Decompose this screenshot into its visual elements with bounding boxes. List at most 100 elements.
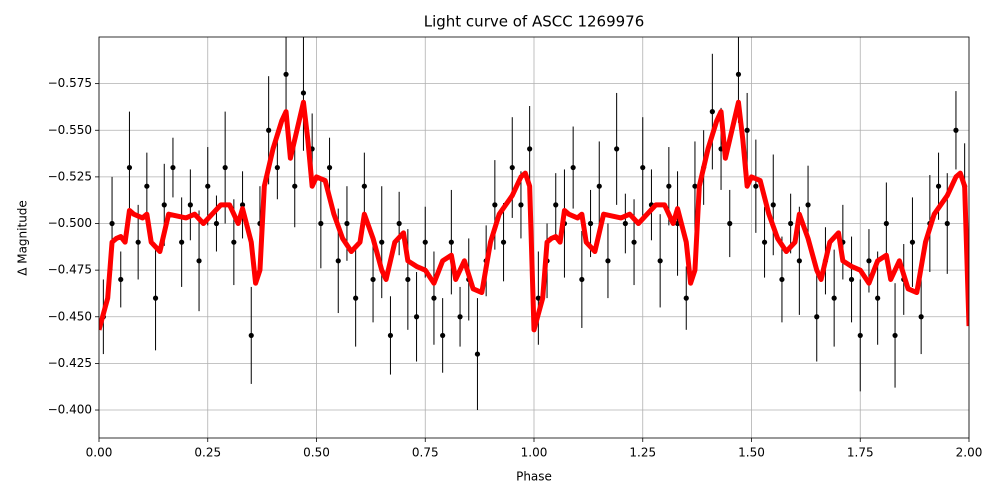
data-point [344,220,350,227]
y-tick-label: −0.500 [48,216,92,230]
data-point [892,332,898,339]
x-tick-label: 0.25 [194,446,221,460]
data-point [518,202,524,208]
data-point [440,332,446,339]
data-point [770,202,776,208]
data-point [788,220,794,227]
y-tick-label: −0.525 [48,169,92,183]
data-point [605,258,611,264]
data-point [457,314,463,320]
x-tick-label: 0.75 [412,446,439,460]
data-point [866,258,872,264]
data-point [744,127,750,133]
data-point [231,239,237,245]
chart-title: Light curve of ASCC 1269976 [424,13,645,31]
data-point [692,183,698,189]
data-point [657,258,663,264]
data-point [474,351,481,357]
x-tick-label: 1.75 [847,446,874,460]
data-point [135,239,141,245]
x-tick-label: 1.25 [629,446,656,460]
data-point [527,146,533,152]
x-tick-label: 2.00 [956,446,983,460]
data-point [405,276,411,283]
data-point [796,258,802,264]
data-point [370,276,376,283]
data-point [144,183,150,189]
data-point [335,258,341,264]
data-point [152,295,159,301]
data-point [727,220,733,227]
data-point [779,276,785,283]
data-point [761,239,768,245]
data-point [883,220,889,227]
data-point [944,220,950,227]
data-point [875,295,881,301]
y-tick-label: −0.450 [48,309,92,323]
data-point [857,332,863,339]
data-point [631,239,637,245]
y-tick-label: −0.575 [48,76,92,90]
data-point [509,164,515,171]
data-point [353,295,359,301]
data-point [709,109,715,115]
x-tick-label: 1.50 [738,446,765,460]
data-point [805,202,811,208]
data-point [109,220,115,227]
y-axis-label: Δ Magnitude [16,200,30,276]
data-point [422,239,428,245]
data-point [266,127,272,133]
data-point [666,183,672,189]
data-point [239,202,246,208]
data-point [187,202,193,208]
y-tick-label: −0.550 [48,123,92,137]
ticks: 0.00 0.25 0.50 0.75 1.00 1.25 1.50 1.75 2.00 −0.4… [48,76,983,459]
data-point [413,314,420,320]
x-axis-label: Phase [516,470,552,484]
data-point [222,164,228,171]
data-point [622,220,628,227]
data-point [213,220,220,227]
plot-area [99,37,969,411]
data-point [814,314,820,320]
data-point [570,164,576,171]
data-point [500,239,507,245]
data-point [326,164,333,171]
data-point [492,202,498,208]
y-tick-label: −0.425 [48,356,92,370]
data-point [118,276,124,283]
data-point [553,202,559,208]
data-point [318,220,324,227]
data-point [614,146,620,152]
data-point [640,164,646,171]
data-point [831,295,837,301]
x-tick-label: 0.00 [86,446,113,460]
data-point [170,164,176,171]
data-point [683,295,689,301]
data-point [283,71,289,77]
data-point [205,183,211,189]
data-point [396,220,402,227]
data-point [361,183,367,189]
data-point [196,258,202,264]
y-tick-label: −0.400 [48,403,92,417]
data-point [161,202,167,208]
data-point [292,183,298,189]
data-point [379,239,385,245]
model-line [99,99,969,333]
data-point [953,127,959,133]
x-tick-label: 1.00 [521,446,548,460]
data-point [596,183,602,189]
y-tick-label: −0.475 [48,263,92,277]
x-tick-label: 0.50 [303,446,330,460]
data-point [753,183,759,189]
data-point [735,71,742,77]
data-point [918,314,924,320]
data-point [587,220,594,227]
data-point [448,239,454,245]
data-point [935,183,942,189]
data-point [909,239,916,245]
data-point [579,276,585,283]
